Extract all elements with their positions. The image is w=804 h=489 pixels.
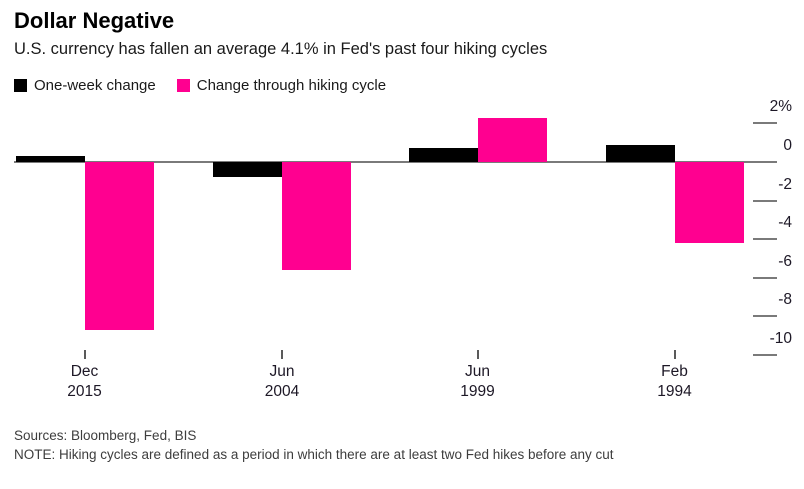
sources-text: Sources: Bloomberg, Fed, BIS	[14, 428, 197, 443]
legend-item-change-through-hiking-cycle: Change through hiking cycle	[176, 77, 387, 94]
y-axis-tick-2	[753, 122, 777, 125]
y-axis-tick-10	[753, 354, 777, 356]
chart-subtitle: U.S. currency has fallen an average 4.1%…	[14, 40, 548, 58]
y-axis-label-0: 0	[783, 137, 792, 154]
bar-change-through-hiking-cycle-feb-1994	[674, 162, 744, 244]
y-axis-tick-4	[753, 238, 777, 241]
y-axis-label-4: -4	[778, 214, 792, 232]
y-axis-label-2: -2	[778, 175, 792, 193]
legend-label-change-through-hiking-cycle: Change through hiking cycle	[196, 77, 387, 94]
y-axis-tick-0	[753, 161, 777, 163]
x-axis-tick-feb-1994	[673, 350, 676, 359]
legend-item-one-week-change: One-week change	[14, 77, 156, 94]
bar-one-week-change-jun-1999	[408, 148, 478, 162]
bar-one-week-change-jun-2004	[213, 162, 282, 178]
x-axis-label-line: 1999	[460, 383, 495, 400]
y-axis-label-8: -8	[778, 291, 792, 309]
y-axis-label-10: -10	[769, 330, 792, 347]
bar-one-week-change-feb-1994	[605, 144, 675, 162]
y-axis-label-6: -6	[778, 252, 792, 270]
bar-change-through-hiking-cycle-dec-2015	[84, 162, 154, 330]
zero-axis-line	[14, 161, 777, 163]
x-axis-label-line: 2004	[264, 383, 300, 400]
legend: One-week change Change through hiking cy…	[14, 77, 386, 94]
x-axis-label-jun-1999: Jun 1999	[433, 362, 523, 402]
note-text: NOTE: Hiking cycles are defined as a per…	[14, 447, 614, 462]
y-axis-tick-8	[753, 315, 777, 318]
x-axis-label-dec-2015: Dec 2015	[40, 362, 130, 402]
bar-one-week-change-dec-2015	[15, 156, 85, 162]
bar-change-through-hiking-cycle-jun-1999	[477, 117, 547, 162]
legend-label-one-week-change: One-week change	[34, 77, 156, 94]
x-axis-label-line: Feb	[661, 363, 688, 380]
x-axis-tick-dec-2015	[83, 350, 86, 359]
legend-swatch-change-through-hiking-cycle	[176, 79, 190, 92]
bar-change-through-hiking-cycle-jun-2004	[282, 162, 351, 271]
x-axis-label-line: 1994	[657, 383, 692, 400]
y-axis-tick-2	[753, 199, 777, 202]
x-axis-label-line: Jun	[269, 363, 295, 380]
y-axis-label-2: 2%	[769, 98, 792, 116]
x-axis-tick-jun-1999	[476, 350, 479, 359]
x-axis-tick-jun-2004	[281, 350, 283, 359]
x-axis-label-feb-1994: Feb 1994	[630, 362, 720, 402]
x-axis-label-line: Jun	[465, 363, 490, 380]
chart-title: Dollar Negative	[14, 8, 175, 33]
legend-swatch-one-week-change	[14, 79, 27, 92]
y-axis-tick-6	[753, 276, 777, 279]
x-axis-label-jun-2004: Jun 2004	[237, 362, 327, 402]
x-axis-label-line: Dec	[70, 363, 99, 380]
x-axis-label-line: 2015	[67, 383, 102, 400]
